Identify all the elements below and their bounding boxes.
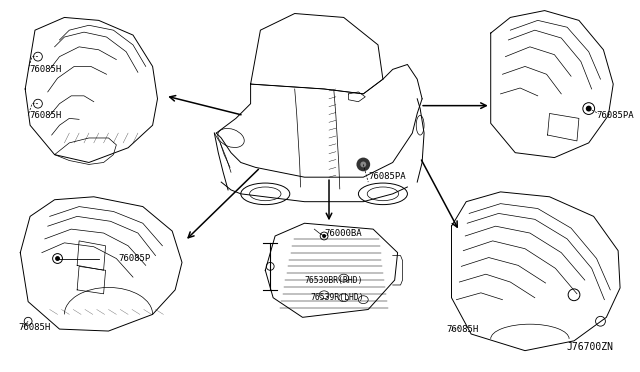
Text: 76085PA: 76085PA [596, 111, 634, 120]
Text: 76085H: 76085H [447, 325, 479, 334]
Text: 76085H: 76085H [19, 323, 51, 331]
Circle shape [55, 256, 60, 261]
Text: J76700ZN: J76700ZN [566, 342, 613, 352]
Text: 76530BR(RHD): 76530BR(RHD) [305, 276, 363, 285]
Text: 76085P: 76085P [118, 254, 150, 263]
Text: 76085PA: 76085PA [368, 172, 406, 181]
Text: 76085H: 76085H [29, 111, 61, 120]
Circle shape [360, 161, 366, 167]
Circle shape [586, 106, 591, 112]
Text: 76000BA: 76000BA [324, 228, 362, 238]
Circle shape [322, 234, 326, 238]
Text: 76539R(LHD): 76539R(LHD) [310, 293, 364, 302]
Circle shape [356, 158, 370, 171]
Text: 76085H: 76085H [29, 65, 61, 74]
Circle shape [572, 292, 577, 297]
